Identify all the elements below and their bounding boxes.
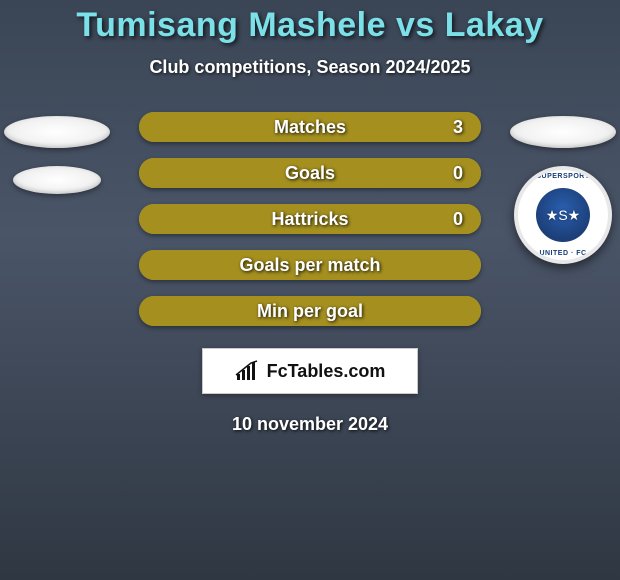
stats-area: SUPERSPORT UNITED · FC ★S★ Matches 3 Goals… <box>0 112 620 326</box>
stat-bar: Goals per match <box>139 250 481 280</box>
bars-chart-icon <box>235 360 261 382</box>
stat-bar: Goals 0 <box>139 158 481 188</box>
stat-bar-value: 0 <box>453 209 463 230</box>
stat-bar: Matches 3 <box>139 112 481 142</box>
page-title: Tumisang Mashele vs Lakay <box>0 6 620 45</box>
right-player-badges: SUPERSPORT UNITED · FC ★S★ <box>508 116 618 264</box>
stat-bar-value: 0 <box>453 163 463 184</box>
date-text: 10 november 2024 <box>0 414 620 435</box>
badge-bottom-text: UNITED · FC <box>518 250 608 257</box>
content: Tumisang Mashele vs Lakay Club competiti… <box>0 0 620 580</box>
stat-bar-label: Matches <box>274 117 346 138</box>
player-silhouette-icon <box>510 116 616 148</box>
subtitle: Club competitions, Season 2024/2025 <box>0 57 620 78</box>
stat-bar-label: Hattricks <box>271 209 348 230</box>
stat-bar-label: Min per goal <box>257 301 363 322</box>
star-icon: ★S★ <box>546 207 580 224</box>
brand-box: FcTables.com <box>202 348 418 394</box>
stat-bar: Hattricks 0 <box>139 204 481 234</box>
left-player-badges <box>2 116 112 194</box>
stat-bar-label: Goals per match <box>239 255 380 276</box>
club-placeholder-icon <box>13 166 101 194</box>
stat-bar-label: Goals <box>285 163 335 184</box>
badge-inner-icon: ★S★ <box>536 188 590 242</box>
club-badge: SUPERSPORT UNITED · FC ★S★ <box>514 166 612 264</box>
player-silhouette-icon <box>4 116 110 148</box>
badge-top-text: SUPERSPORT <box>518 173 608 180</box>
stat-bars: Matches 3 Goals 0 Hattricks 0 Goals per match M… <box>139 112 481 326</box>
stat-bar-value: 3 <box>453 117 463 138</box>
stat-bar: Min per goal <box>139 296 481 326</box>
brand-text: FcTables.com <box>267 361 386 382</box>
